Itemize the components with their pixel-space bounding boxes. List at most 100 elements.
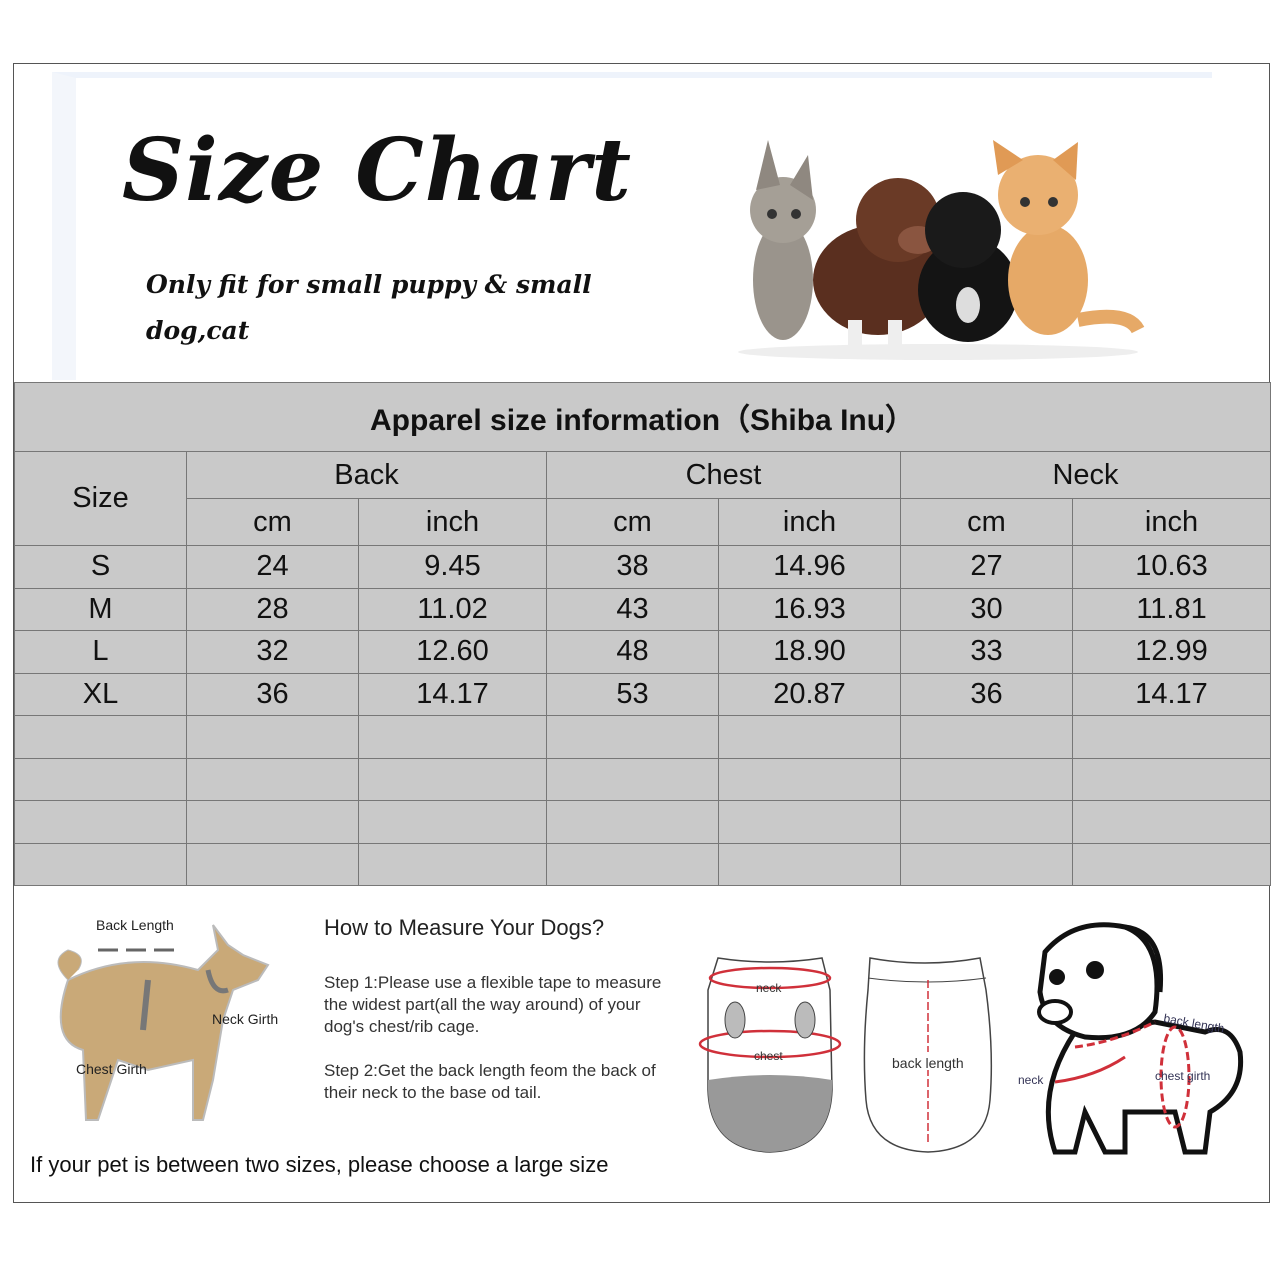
value-cell (900, 757, 1073, 801)
value-cell: 30 (900, 587, 1073, 631)
measure-heading: How to Measure Your Dogs? (324, 915, 605, 940)
shiba-dog-illustration: Back Length Neck Girth Chest Girth (57, 917, 278, 1121)
garment-diagrams: neck chest back length (698, 957, 993, 1153)
table-row: XL 36 14.17 53 20.87 36 14.17 (14, 672, 1272, 716)
group-header-chest: Chest (546, 451, 901, 499)
value-cell: 10.63 (1071, 545, 1272, 589)
unit-header: inch (718, 498, 901, 546)
value-cell (358, 842, 547, 886)
value-cell: 14.17 (358, 672, 547, 716)
value-cell (900, 715, 1073, 759)
size-header: Size (14, 451, 187, 546)
value-cell (546, 757, 719, 801)
unit-header: cm (546, 498, 719, 546)
table-row: L 32 12.60 48 18.90 33 12.99 (14, 630, 1272, 674)
garment-chest-label: chest (754, 1049, 783, 1063)
pets-photo (738, 140, 1145, 360)
value-cell (900, 800, 1073, 844)
table-row (14, 800, 1272, 844)
table-row (14, 715, 1272, 759)
label-back-length: Back Length (96, 917, 174, 933)
value-cell (900, 842, 1073, 886)
value-cell: 12.99 (1071, 630, 1272, 674)
value-cell: 53 (546, 672, 719, 716)
size-cell (14, 800, 187, 844)
value-cell (358, 715, 547, 759)
value-cell: 38 (546, 545, 719, 589)
value-cell: 27 (900, 545, 1073, 589)
measure-step-1: Step 1:Please use a flexible tape to mea… (324, 973, 662, 1036)
value-cell: 18.90 (718, 630, 901, 674)
value-cell (186, 842, 359, 886)
value-cell (1071, 842, 1272, 886)
value-cell: 16.93 (718, 587, 901, 631)
orange-kitten (993, 140, 1145, 335)
table-caption: Apparel size information（Shiba Inu） (13, 382, 1272, 452)
value-cell (1071, 757, 1272, 801)
label-chest-girth: Chest Girth (76, 1061, 147, 1077)
value-cell: 43 (546, 587, 719, 631)
size-cell (14, 842, 187, 886)
value-cell (1071, 715, 1272, 759)
unit-header: inch (1071, 498, 1272, 546)
table-row (14, 842, 1272, 886)
value-cell (186, 757, 359, 801)
size-cell: L (14, 630, 187, 674)
brown-puppy (813, 178, 943, 350)
table-row: S 24 9.45 38 14.96 27 10.63 (14, 545, 1272, 589)
value-cell (546, 842, 719, 886)
value-cell (718, 757, 901, 801)
value-cell (718, 715, 901, 759)
size-cell: XL (14, 672, 187, 716)
group-header-neck: Neck (899, 451, 1272, 499)
value-cell: 9.45 (358, 545, 547, 589)
value-cell: 14.17 (1071, 672, 1272, 716)
value-cell: 11.02 (358, 587, 547, 631)
unit-header: inch (358, 498, 547, 546)
value-cell (546, 800, 719, 844)
size-cell (14, 715, 187, 759)
size-cell: M (14, 587, 187, 631)
unit-header: cm (186, 498, 359, 546)
table-row (14, 757, 1272, 801)
value-cell (1071, 800, 1272, 844)
size-cell (14, 757, 187, 801)
value-cell: 20.87 (718, 672, 901, 716)
value-cell (186, 800, 359, 844)
puppy-neck-label: neck (1018, 1073, 1044, 1087)
grey-kitten (750, 140, 816, 340)
value-cell: 33 (900, 630, 1073, 674)
header-banner (52, 72, 1212, 380)
value-cell: 28 (186, 587, 359, 631)
garment-front: neck chest (698, 957, 842, 1153)
value-cell (546, 715, 719, 759)
value-cell (718, 842, 901, 886)
value-cell: 12.60 (358, 630, 547, 674)
garment-neck-label: neck (756, 981, 782, 995)
value-cell (358, 757, 547, 801)
size-table: Apparel size information（Shiba Inu） Size… (13, 382, 1272, 886)
value-cell: 32 (186, 630, 359, 674)
value-cell: 36 (900, 672, 1073, 716)
measure-step-2: Step 2:Get the back length feom the back… (324, 1061, 656, 1102)
value-cell: 11.81 (1071, 587, 1272, 631)
value-cell (186, 715, 359, 759)
table-row: M 28 11.02 43 16.93 30 11.81 (14, 587, 1272, 631)
puppy-outline-illustration: back length neck chest girth (1018, 922, 1244, 1155)
size-note: If your pet is between two sizes, please… (30, 1152, 609, 1177)
value-cell: 48 (546, 630, 719, 674)
label-neck-girth: Neck Girth (212, 1011, 278, 1027)
size-cell: S (14, 545, 187, 589)
value-cell (718, 800, 901, 844)
black-puppy (918, 192, 1018, 342)
garment-back: back length (863, 957, 993, 1153)
page-subtitle: Only fit for small puppy & small dog,cat (146, 270, 592, 345)
value-cell: 14.96 (718, 545, 901, 589)
group-header-back: Back (186, 451, 547, 499)
value-cell: 24 (186, 545, 359, 589)
unit-header: cm (900, 498, 1073, 546)
page-title: Size Chart (122, 120, 633, 221)
puppy-chest-girth-label: chest girth (1155, 1069, 1210, 1083)
garment-back-length-label: back length (892, 1055, 964, 1071)
value-cell: 36 (186, 672, 359, 716)
